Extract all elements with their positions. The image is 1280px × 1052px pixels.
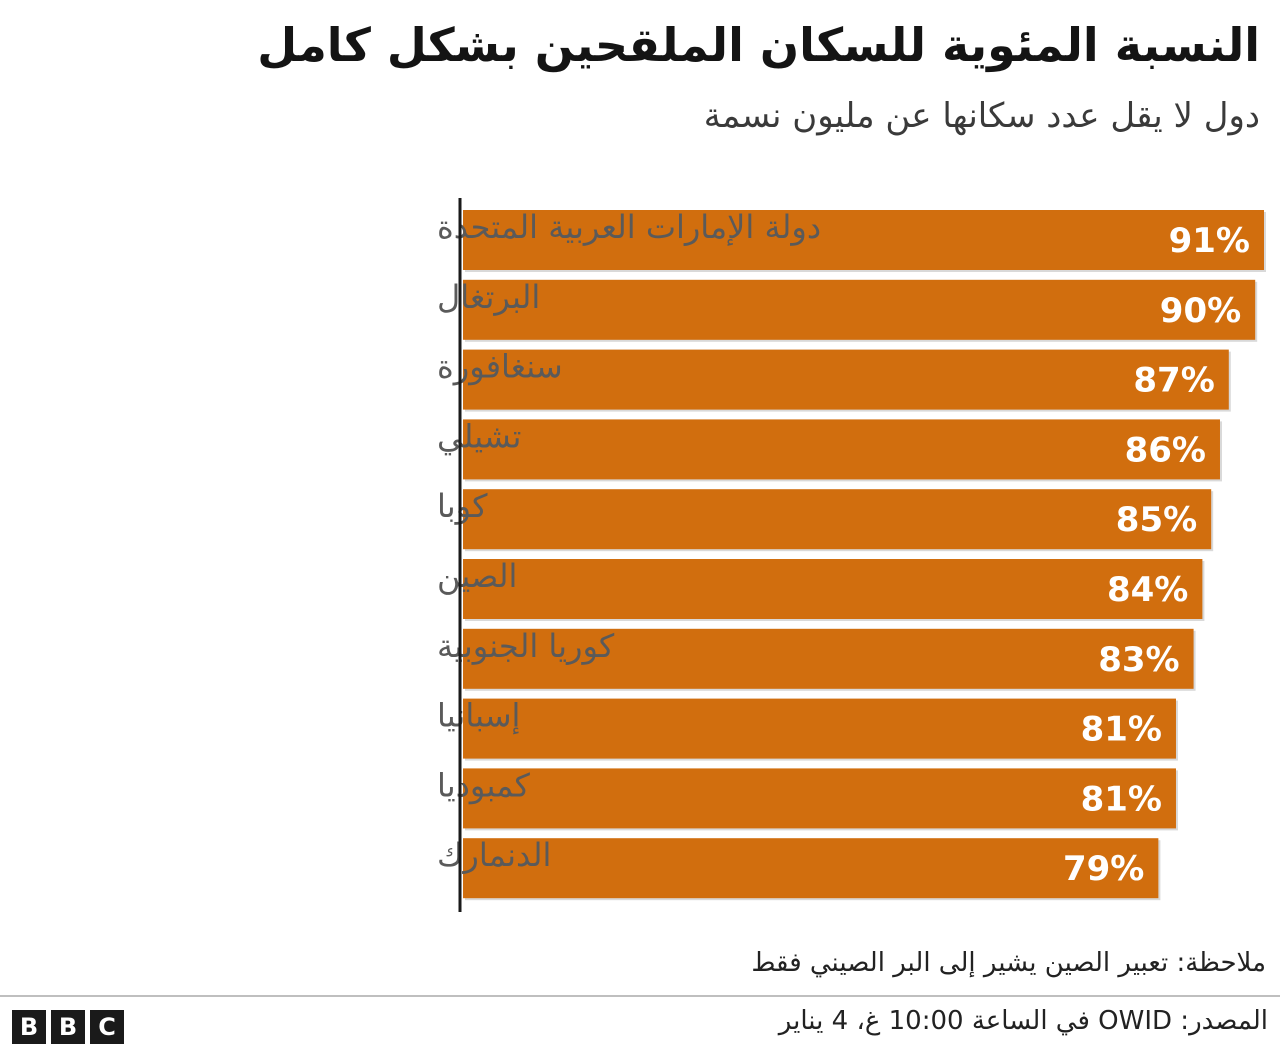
bar bbox=[463, 419, 1220, 480]
category-label: سنغافورة bbox=[437, 348, 563, 386]
bar-value-label: 85% bbox=[1116, 500, 1197, 540]
bar bbox=[463, 489, 1212, 550]
category-label: دولة الإمارات العربية المتحدة bbox=[437, 208, 821, 246]
logo-letter-c: C bbox=[90, 1010, 124, 1044]
bar bbox=[463, 279, 1256, 340]
bar bbox=[463, 210, 1264, 270]
bar-value-label: 91% bbox=[1169, 221, 1250, 261]
bar-value-label: 81% bbox=[1081, 779, 1162, 819]
chart-title: النسبة المئوية للسكان الملقحين بشكل كامل bbox=[257, 18, 1260, 72]
bar-value-label: 81% bbox=[1081, 710, 1162, 750]
category-label: الدنمارك bbox=[437, 836, 551, 874]
category-label: البرتغال bbox=[437, 278, 540, 316]
category-label: كمبوديا bbox=[437, 766, 531, 804]
bar-chart: 91% دولة الإمارات العربية المتحدة 90% البرت… bbox=[437, 198, 1266, 912]
category-label: إسبانيا bbox=[437, 697, 520, 735]
bar bbox=[463, 698, 1176, 759]
bar-value-label: 79% bbox=[1063, 849, 1144, 889]
category-label: كوريا الجنوبية bbox=[437, 627, 615, 665]
bar-value-label: 84% bbox=[1107, 570, 1188, 610]
footer-divider bbox=[0, 995, 1280, 997]
bar bbox=[463, 838, 1159, 899]
bar bbox=[463, 628, 1194, 689]
bar bbox=[463, 349, 1229, 410]
bar-value-label: 90% bbox=[1160, 291, 1241, 331]
chart-subtitle: دول لا يقل عدد سكانها عن مليون نسمة bbox=[703, 96, 1260, 136]
bbc-logo: B B C bbox=[12, 1010, 124, 1044]
category-label: الصين bbox=[437, 557, 517, 595]
bar-value-label: 87% bbox=[1133, 361, 1214, 401]
category-label: كوبا bbox=[437, 487, 488, 525]
logo-letter-b2: B bbox=[51, 1010, 85, 1044]
logo-letter-b1: B bbox=[12, 1010, 46, 1044]
chart-note: ملاحظة: تعبير الصين يشير إلى البر الصيني… bbox=[751, 948, 1266, 978]
bar-value-label: 83% bbox=[1098, 640, 1179, 680]
category-label: تشيلي bbox=[437, 417, 521, 455]
bar-value-label: 86% bbox=[1125, 430, 1206, 470]
bar bbox=[463, 768, 1176, 829]
bar bbox=[463, 559, 1203, 619]
chart-source: المصدر: OWID في الساعة 10:00 غ، 4 يناير bbox=[778, 1006, 1268, 1036]
